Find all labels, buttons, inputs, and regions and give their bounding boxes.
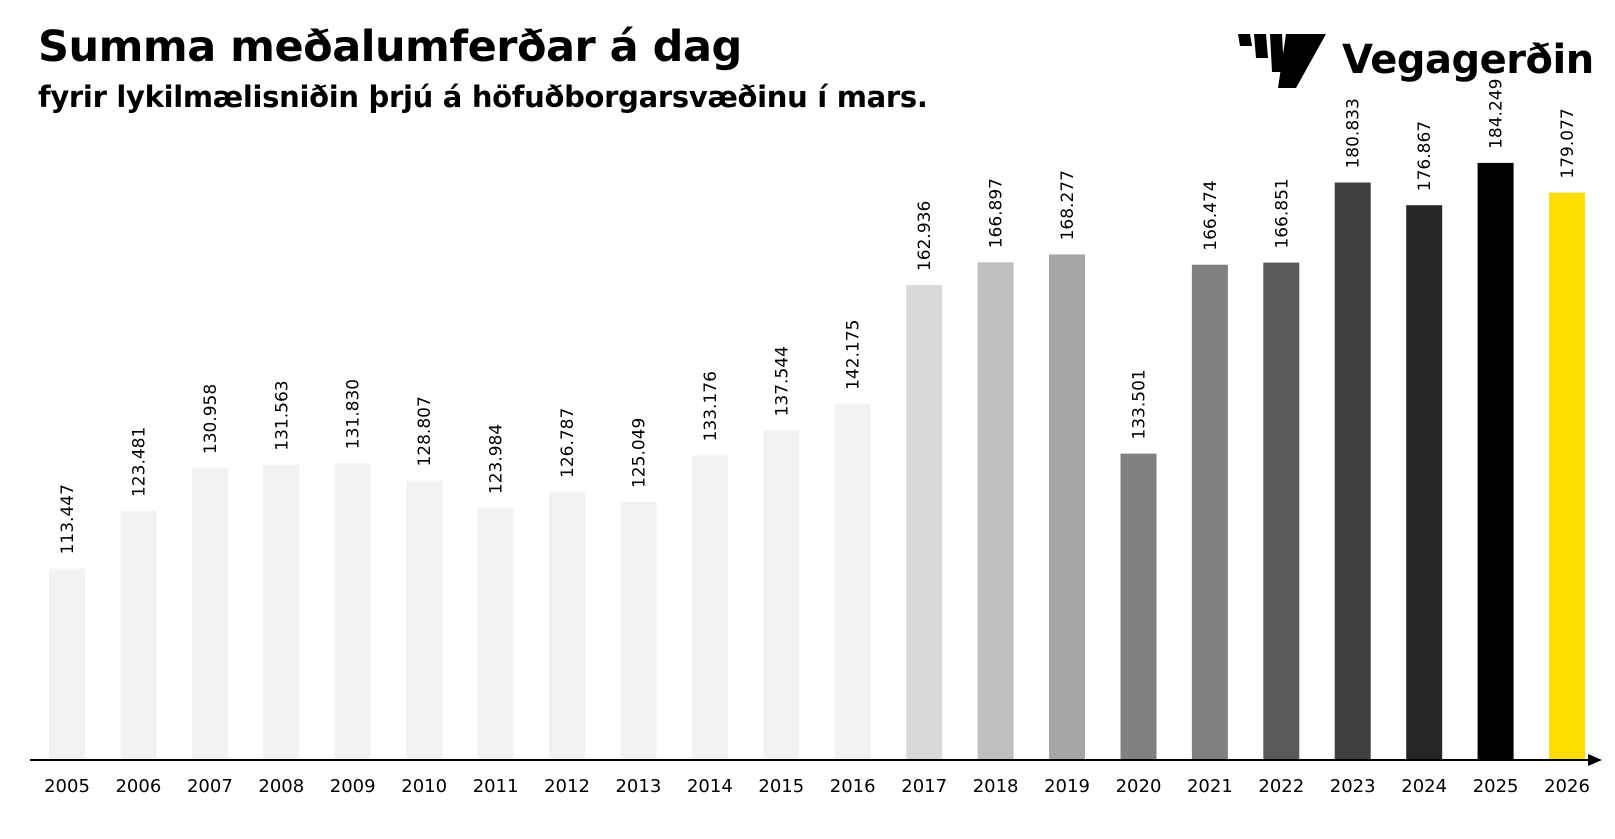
x-tick-label-2020: 2020 — [1116, 776, 1162, 797]
x-axis-arrow-icon — [1588, 754, 1602, 766]
bar-2017 — [906, 285, 943, 760]
data-label-2022: 166.851 — [1272, 178, 1292, 248]
vegagerdin-logo: Vegagerðin — [1238, 30, 1594, 90]
x-tick-label-2012: 2012 — [544, 776, 590, 797]
bar-2023 — [1334, 182, 1371, 760]
data-label-2021: 166.474 — [1201, 180, 1221, 250]
bar-2026 — [1549, 192, 1585, 761]
vegagerdin-stripes-icon — [1238, 34, 1326, 88]
data-label-2023: 180.833 — [1344, 98, 1364, 168]
x-tick-label-2014: 2014 — [687, 776, 733, 797]
bar-2025 — [1477, 162, 1514, 760]
bar-2005 — [49, 568, 85, 760]
bar-2016 — [834, 403, 871, 760]
x-tick-label-2017: 2017 — [901, 776, 947, 797]
data-label-2011: 123.984 — [487, 424, 507, 494]
bar-2011 — [477, 508, 514, 760]
data-label-2018: 166.897 — [987, 178, 1007, 248]
x-tick-label-2026: 2026 — [1544, 776, 1590, 797]
logo-text: Vegagerðin — [1342, 37, 1594, 83]
x-tick-label-2022: 2022 — [1258, 776, 1304, 797]
x-tick-label-2021: 2021 — [1187, 776, 1233, 797]
x-tick-label-2011: 2011 — [473, 776, 519, 797]
bar-2015 — [763, 430, 800, 760]
bar-2007 — [191, 468, 228, 760]
x-tick-label-2005: 2005 — [44, 776, 90, 797]
bar-2014 — [691, 455, 728, 760]
data-label-2020: 133.501 — [1130, 369, 1150, 439]
bar-2009 — [334, 463, 371, 760]
x-tick-label-2023: 2023 — [1330, 776, 1376, 797]
x-tick-label-2024: 2024 — [1401, 776, 1447, 797]
data-label-2007: 130.958 — [201, 384, 221, 454]
data-label-2008: 131.563 — [272, 380, 292, 450]
data-label-2019: 168.277 — [1058, 170, 1078, 240]
data-label-2016: 142.175 — [844, 320, 864, 390]
bar-2018 — [977, 262, 1014, 760]
data-label-2009: 131.830 — [344, 379, 364, 449]
x-tick-label-2015: 2015 — [758, 776, 804, 797]
data-label-2014: 133.176 — [701, 371, 721, 441]
x-tick-label-2008: 2008 — [258, 776, 304, 797]
data-label-2013: 125.049 — [629, 418, 649, 488]
x-tick-label-2016: 2016 — [830, 776, 876, 797]
bar-2008 — [263, 464, 300, 760]
x-tick-label-2007: 2007 — [187, 776, 233, 797]
chart-title: Summa meðalumferðar á dag — [38, 22, 742, 72]
x-tick-label-2018: 2018 — [973, 776, 1019, 797]
data-label-2024: 176.867 — [1415, 121, 1435, 191]
data-label-2026: 179.077 — [1558, 108, 1578, 178]
x-tick-label-2019: 2019 — [1044, 776, 1090, 797]
bar-2022 — [1263, 262, 1300, 760]
bar-2020 — [1120, 453, 1157, 760]
data-label-2025: 184.249 — [1487, 79, 1507, 149]
data-label-2006: 123.481 — [129, 427, 149, 497]
bar-2006 — [120, 511, 157, 760]
data-label-2005: 113.447 — [58, 484, 78, 554]
bar-2024 — [1406, 205, 1443, 760]
data-label-2012: 126.787 — [558, 408, 578, 478]
data-label-2015: 137.544 — [772, 346, 792, 416]
bar-2021 — [1191, 264, 1228, 760]
bar-2013 — [620, 502, 657, 760]
x-tick-label-2009: 2009 — [330, 776, 376, 797]
data-label-2017: 162.936 — [915, 201, 935, 271]
x-tick-label-2025: 2025 — [1473, 776, 1519, 797]
bar-2012 — [549, 492, 585, 760]
x-tick-label-2006: 2006 — [115, 776, 161, 797]
chart-subtitle: fyrir lykilmælisniðin þrjú á höfuðborgar… — [38, 80, 928, 114]
x-tick-label-2013: 2013 — [615, 776, 661, 797]
data-label-2010: 128.807 — [415, 396, 435, 466]
x-tick-label-2010: 2010 — [401, 776, 447, 797]
bar-2019 — [1049, 254, 1085, 760]
bar-2010 — [406, 480, 443, 760]
